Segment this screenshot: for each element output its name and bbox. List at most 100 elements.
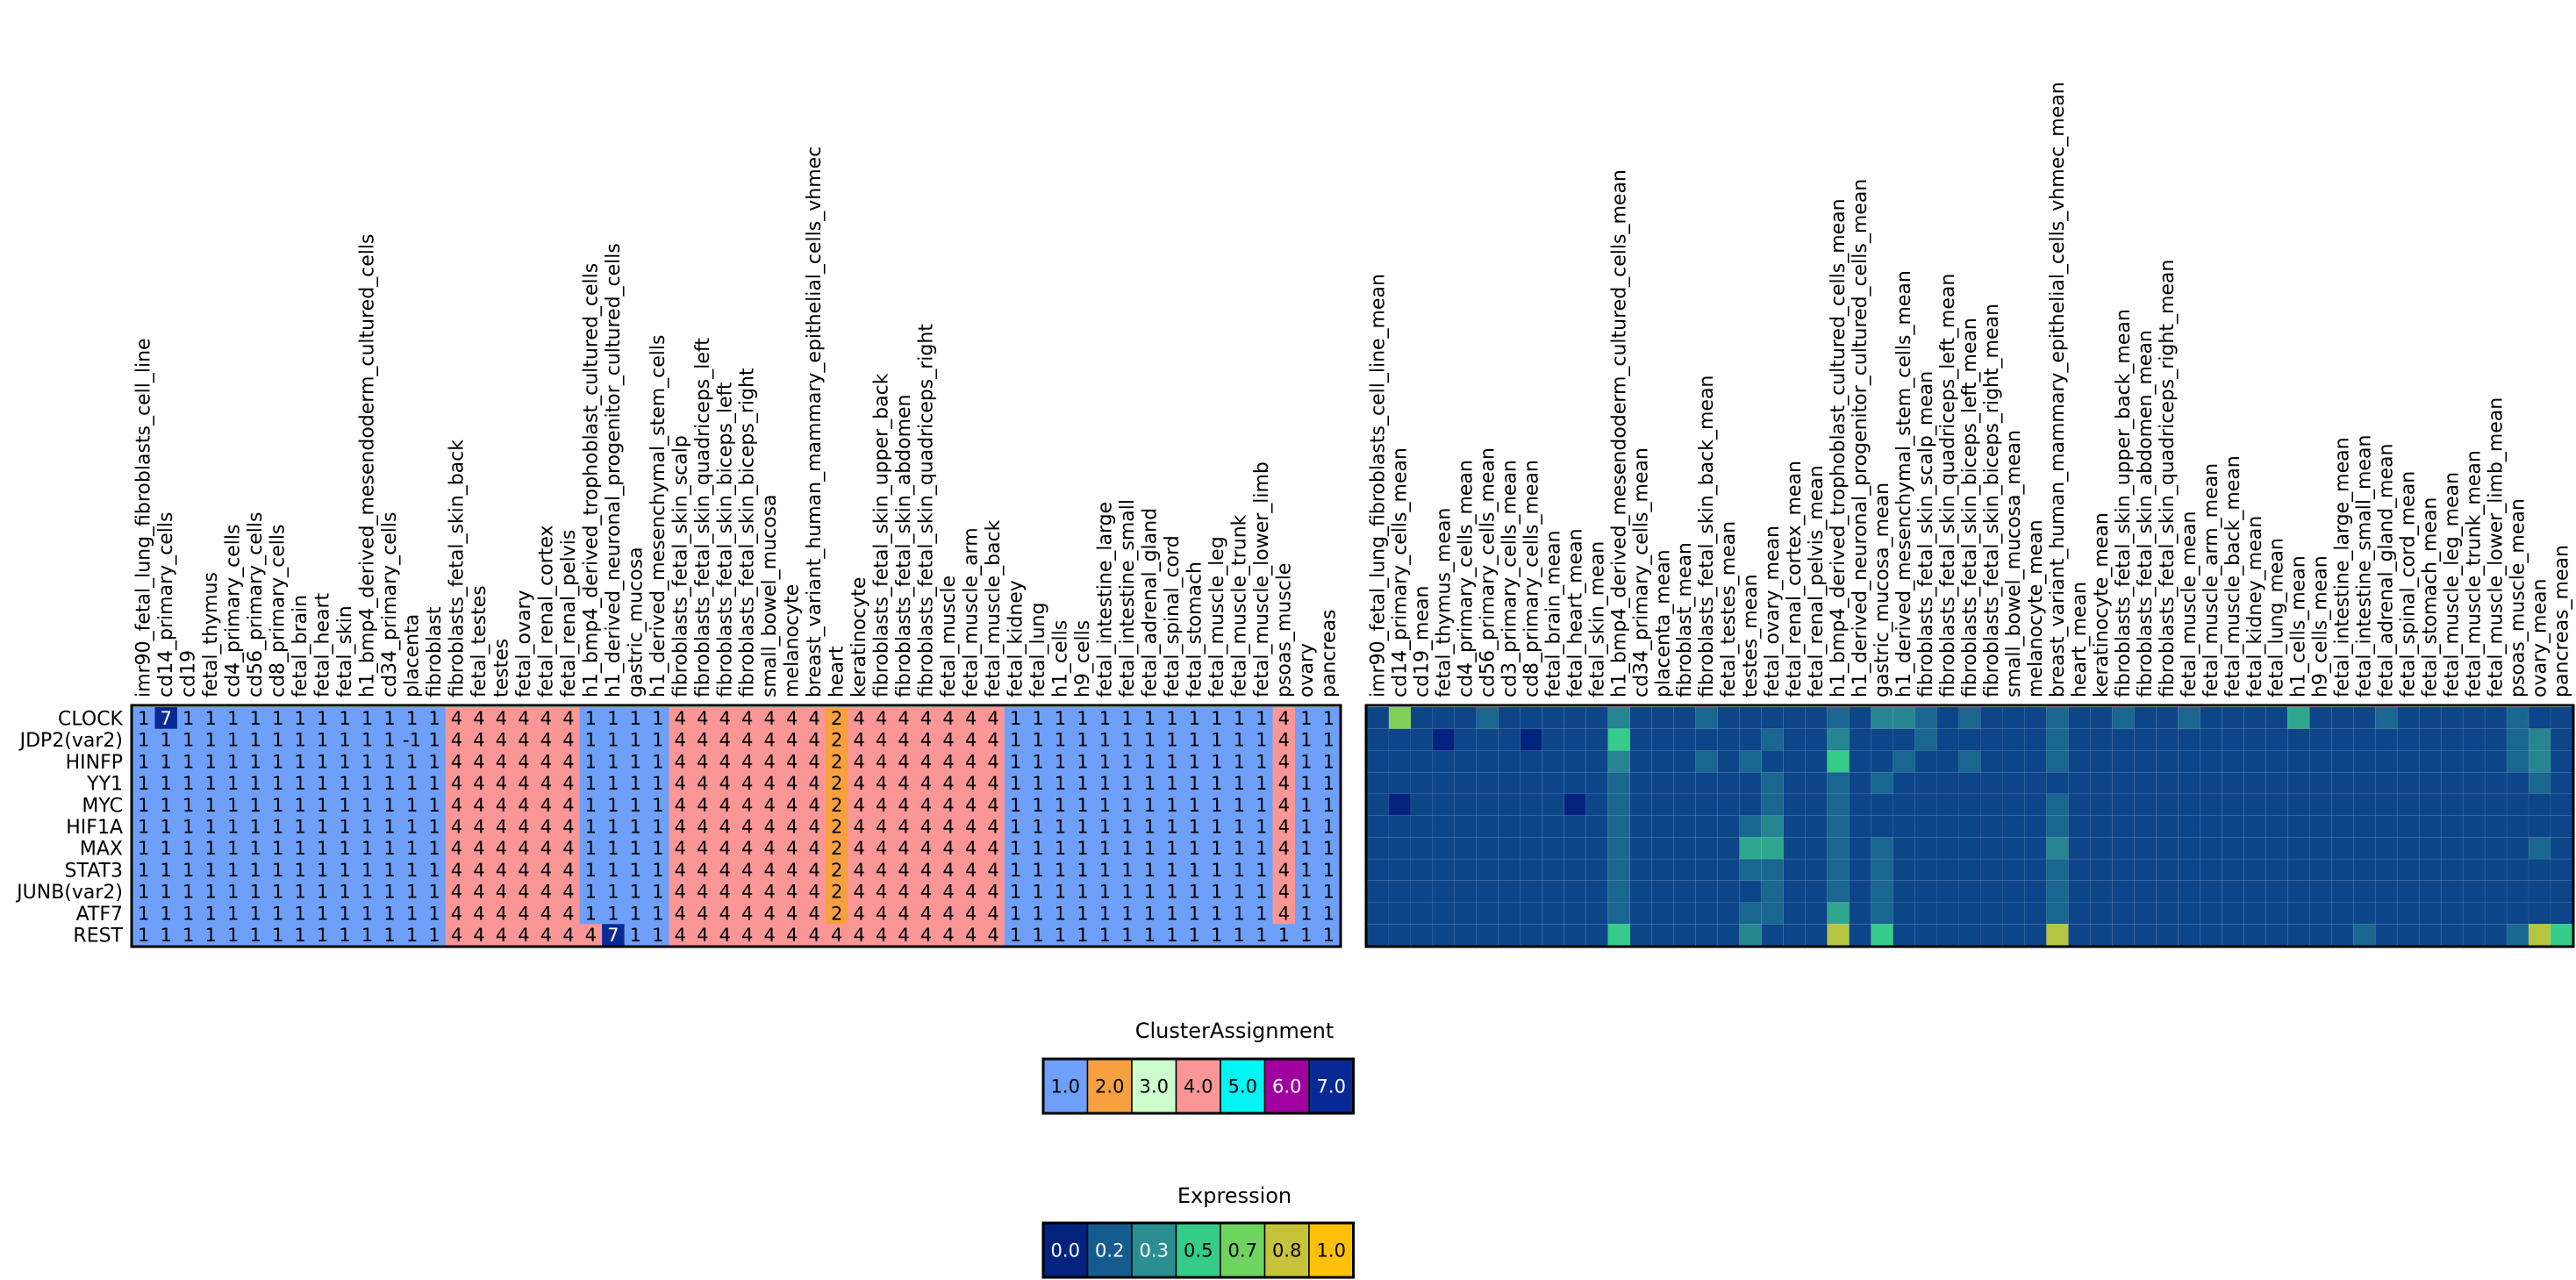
expression-cell xyxy=(1673,858,1697,882)
cluster-cell xyxy=(647,750,670,773)
cluster-cell xyxy=(1093,728,1117,752)
cluster-cell-label: 2 xyxy=(831,751,842,772)
cluster-cell xyxy=(1116,837,1140,860)
cluster-cell-label: 1 xyxy=(585,817,597,838)
cluster-cell-label: 4 xyxy=(697,860,708,881)
cluster-cell-label: 1 xyxy=(1010,795,1021,816)
cluster-cell-label: 1 xyxy=(272,838,283,859)
column-label: keratinocyte xyxy=(848,577,870,697)
expression-cell xyxy=(1651,880,1675,903)
cluster-cell xyxy=(423,750,447,773)
expression-cell xyxy=(1783,728,1806,751)
expression-cell xyxy=(1476,793,1499,816)
legend-label: 0.5 xyxy=(1184,1241,1213,1262)
cluster-cell-label: 1 xyxy=(383,838,395,859)
cluster-cell-label: 1 xyxy=(1300,860,1312,881)
cluster-cell xyxy=(914,902,938,925)
expression-cell xyxy=(1454,923,1478,947)
expression-cell xyxy=(1520,771,1543,795)
expression-cell xyxy=(1520,880,1543,903)
expression-cell xyxy=(1585,771,1609,795)
expression-cell xyxy=(2374,858,2398,882)
expression-cell xyxy=(1585,728,1609,751)
expression-cell xyxy=(2440,771,2464,795)
cluster-cell xyxy=(959,707,983,730)
cluster-cell xyxy=(1250,859,1274,882)
cluster-cell-label: 1 xyxy=(652,860,663,881)
cluster-cell-label: 4 xyxy=(496,708,507,729)
expression-cell xyxy=(1717,750,1740,773)
cluster-cell xyxy=(1317,707,1341,730)
cluster-cell-label: 4 xyxy=(853,773,864,794)
column-label: fibroblasts_fetal_skin_scalp xyxy=(669,435,691,697)
expression-cell xyxy=(2134,793,2157,816)
expression-cell xyxy=(2286,923,2310,947)
expression-cell xyxy=(1563,750,1587,773)
cluster-cell-label: 1 xyxy=(1166,838,1177,859)
cluster-cell-label: 1 xyxy=(1166,773,1177,794)
cluster-cell-label: 1 xyxy=(1300,773,1312,794)
cluster-cell xyxy=(490,772,513,795)
cluster-cell xyxy=(982,902,1005,925)
expression-cell xyxy=(1936,880,1959,903)
cluster-cell-label: 1 xyxy=(249,838,261,859)
cluster-cell xyxy=(355,859,379,882)
expression-cell xyxy=(2330,837,2354,860)
expression-cell xyxy=(1893,793,1915,816)
cluster-cell-label: 1 xyxy=(182,838,194,859)
expression-cell xyxy=(1695,858,1719,882)
expression-cell xyxy=(1520,902,1543,925)
cluster-cell-label: 1 xyxy=(339,838,350,859)
column-label: ovary xyxy=(1296,643,1318,697)
expression-cell xyxy=(2396,880,2420,903)
expression-cell xyxy=(1454,837,1478,860)
cluster-cell xyxy=(1295,707,1319,730)
expression-cell xyxy=(2374,815,2398,838)
expression-cell xyxy=(1958,750,1981,773)
expression-cell xyxy=(1366,837,1390,860)
cluster-cell xyxy=(1183,750,1206,773)
cluster-cell-label: 1 xyxy=(249,860,261,881)
cluster-cell-label: 4 xyxy=(675,708,686,729)
expression-cell xyxy=(1651,837,1675,860)
cluster-cell xyxy=(132,902,156,925)
expression-cell xyxy=(1717,858,1740,882)
cluster-cell-label: 4 xyxy=(518,838,529,859)
column-label: imr90_fetal_lung_fibroblasts_cell_line xyxy=(133,338,155,697)
cluster-cell xyxy=(154,859,178,882)
column-label: fetal_stomach xyxy=(1184,561,1206,697)
expression-cell xyxy=(2462,706,2486,730)
cluster-cell-label: 1 xyxy=(182,882,194,903)
cluster-cell xyxy=(713,750,737,773)
cluster-cell-label: 1 xyxy=(1099,795,1111,816)
cluster-cell xyxy=(378,750,402,773)
cluster-cell xyxy=(355,750,379,773)
expression-cell xyxy=(1366,793,1390,816)
cluster-cell xyxy=(445,728,469,752)
expression-cell xyxy=(1914,771,1937,795)
expression-cell xyxy=(2484,837,2508,860)
cluster-cell xyxy=(736,859,760,882)
cluster-cell xyxy=(154,815,178,838)
expression-cell xyxy=(2068,880,2091,903)
cluster-cell-label: 1 xyxy=(1032,925,1043,946)
expression-cell xyxy=(2024,923,2047,947)
expression-cell xyxy=(1629,750,1653,773)
expression-cell xyxy=(1739,837,1762,860)
cluster-cell xyxy=(848,772,871,795)
cluster-cell-label: 4 xyxy=(898,925,909,946)
cluster-cell-label: 1 xyxy=(1055,730,1066,751)
cluster-cell-label: 1 xyxy=(585,730,597,751)
cluster-cell xyxy=(154,793,178,817)
cluster-cell xyxy=(1272,793,1296,817)
cluster-cell xyxy=(825,707,849,730)
column-label: fetal_brain xyxy=(290,595,311,697)
expression-cell xyxy=(1585,815,1609,838)
cluster-cell-label: 1 xyxy=(204,860,216,881)
cluster-cell xyxy=(780,859,805,882)
cluster-cell-label: 1 xyxy=(1166,903,1177,924)
cluster-cell-label: 4 xyxy=(451,708,462,729)
cluster-cell xyxy=(691,902,715,925)
cluster-cell xyxy=(647,728,670,752)
expression-cell xyxy=(2330,880,2354,903)
